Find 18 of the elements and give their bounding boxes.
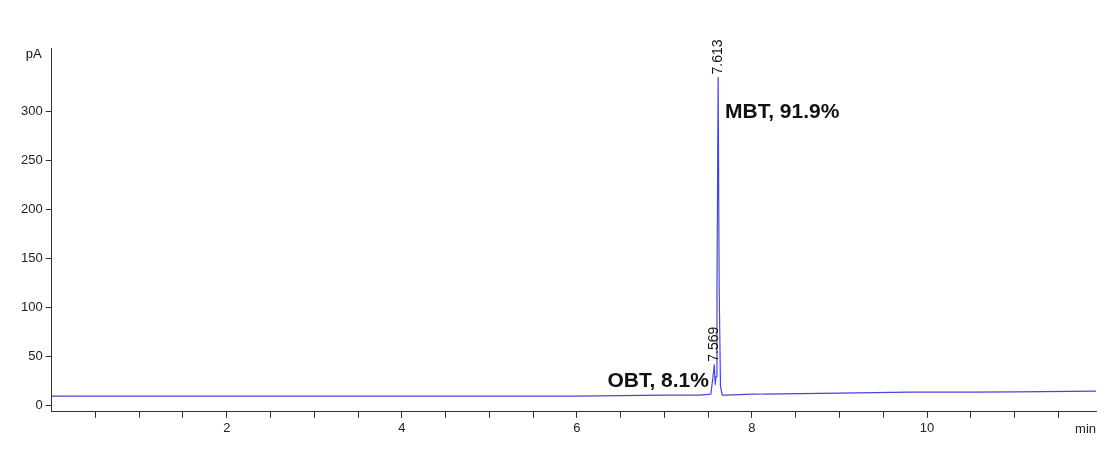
x-tick-label: 2 (223, 420, 231, 436)
y-tick-label: 150 (20, 250, 43, 266)
x-tick-label: 10 (919, 420, 935, 436)
y-tick-label: 200 (20, 201, 43, 217)
x-tick-label: 8 (748, 420, 756, 436)
y-tick-label: 250 (20, 152, 43, 168)
annotation: 7.569 (705, 326, 722, 362)
y-tick-label: 50 (28, 348, 43, 364)
y-axis-title: pA (25, 45, 43, 61)
y-tick-label: 300 (20, 103, 43, 119)
x-tick-label: 6 (573, 420, 581, 436)
annotation: MBT, 91.9% (724, 98, 840, 122)
y-tick-label: 0 (35, 397, 43, 413)
annotation: 7.613 (708, 39, 725, 75)
x-tick-label: 4 (398, 420, 406, 436)
annotation: OBT, 8.1% (607, 368, 710, 392)
x-axis-title: min (1075, 420, 1096, 436)
y-tick-label: 100 (20, 299, 43, 315)
